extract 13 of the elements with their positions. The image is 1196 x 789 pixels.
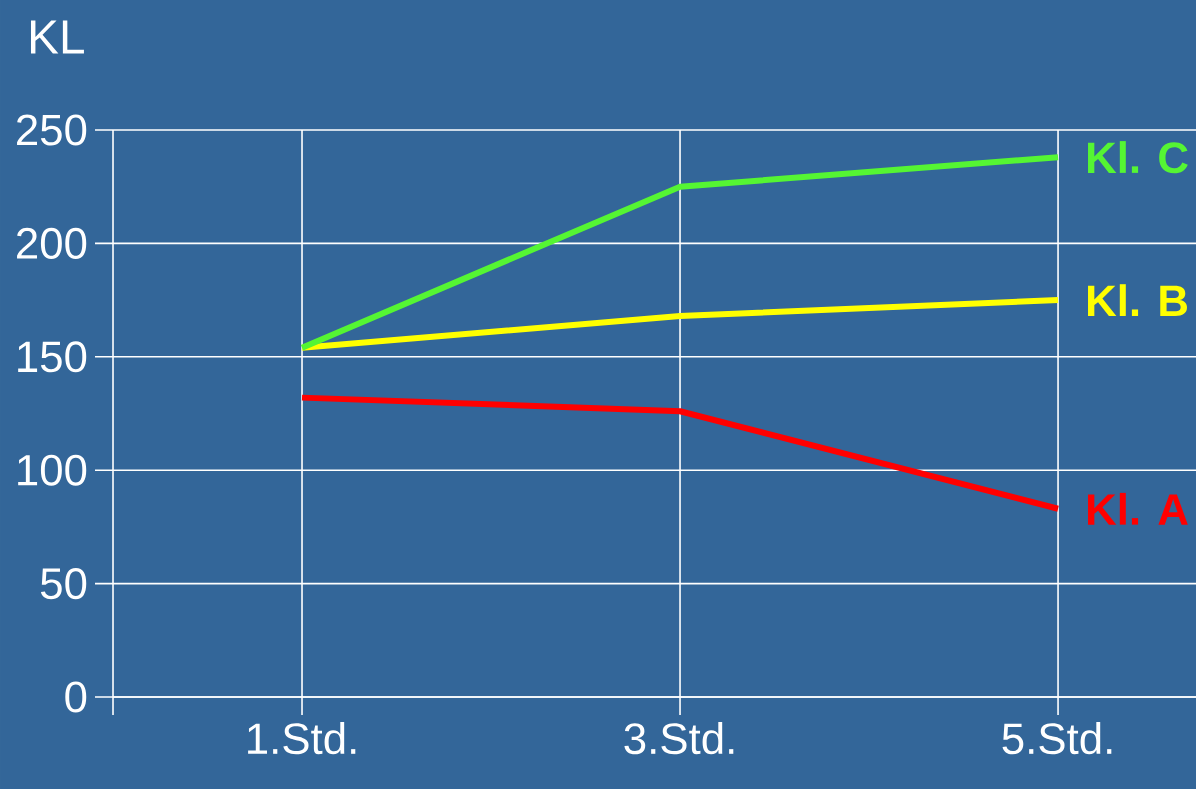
y-tick-label: 150	[18, 341, 87, 373]
series-label: Kl. A	[1088, 492, 1188, 525]
y-tick-label: 0	[65, 681, 87, 713]
x-tick-label: 1.Std.	[248, 722, 356, 755]
y-tick-label: 100	[18, 454, 87, 486]
y-tick-label: 50	[40, 568, 87, 600]
series-label: Kl. C	[1088, 141, 1188, 174]
x-tick-label: 5.Std.	[1002, 722, 1112, 755]
x-tick-label: 3.Std.	[624, 722, 734, 755]
y-tick-label: 250	[17, 114, 87, 146]
y-axis-title: KL	[30, 20, 84, 54]
series-label: Kl. B	[1088, 284, 1187, 316]
y-tick-label: 200	[17, 227, 87, 259]
